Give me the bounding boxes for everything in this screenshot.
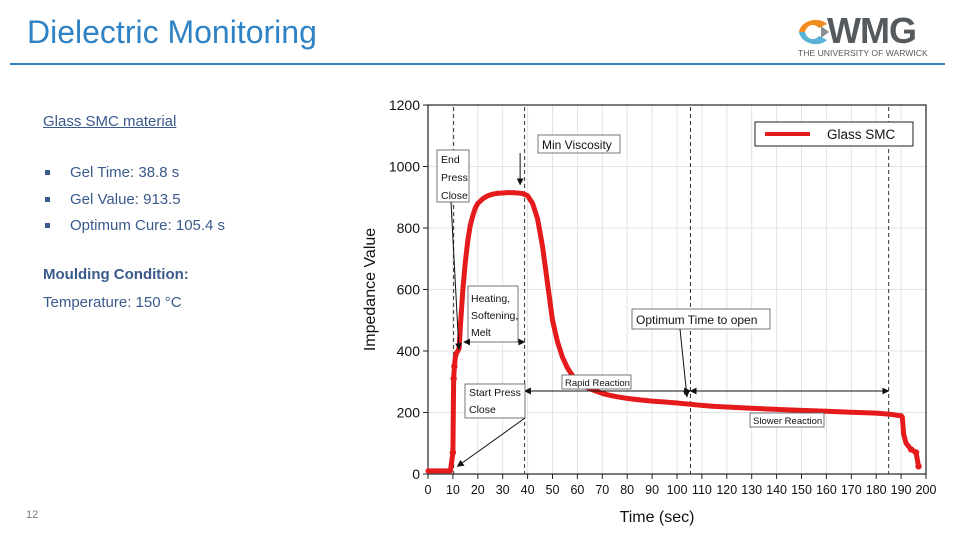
x-tick-label: 180 (866, 483, 887, 497)
annotation-heating-line: Heating, (471, 293, 510, 305)
annotation-start-press-line: Start Press (469, 387, 521, 399)
wmg-logo: WMG THE UNIVERSITY OF WARWICK (795, 10, 945, 64)
series-point (907, 446, 915, 453)
annotation-heating-line: Softening, (471, 310, 518, 322)
x-tick-label: 10 (446, 483, 460, 497)
bullet-gel-value: Gel Value: 913.5 (43, 191, 225, 218)
annotation-end-press-arrow (450, 201, 463, 351)
series-glass-smc (425, 190, 922, 474)
page-title: Dielectric Monitoring (27, 14, 317, 50)
material-subtitle: Glass SMC material (43, 113, 177, 130)
y-tick-label: 1000 (389, 159, 420, 175)
wmg-logo-mark-icon (799, 19, 829, 45)
y-tick-label: 1200 (389, 97, 420, 113)
annotation-min-viscosity: Min Viscosity (542, 138, 612, 152)
y-tick-label: 400 (397, 343, 421, 359)
logo-wordmark: WMG (827, 10, 917, 51)
annotation-end-press-box (436, 149, 470, 203)
impedance-chart: 0 10 20 30 40 50 60 70 80 90 100 110 120 130 140 150 160… (362, 97, 937, 526)
x-tick-label: 130 (741, 483, 762, 497)
x-tick-label: 140 (766, 483, 787, 497)
x-tick-label: 0 (425, 483, 432, 497)
bullet-optimum-cure: Optimum Cure: 105.4 s (43, 217, 225, 244)
logo-subtext: THE UNIVERSITY OF WARWICK (798, 48, 928, 58)
annotation-slower-box (749, 412, 825, 428)
annotation-end-press-line: End (441, 154, 460, 166)
annotation-optimum-box (631, 308, 771, 330)
series-point (450, 375, 457, 382)
annotation-min-viscosity-box (537, 134, 621, 154)
annotation-start-press-line: Close (469, 404, 496, 416)
annotation-optimum-arrow (679, 328, 690, 398)
x-tick-label: 20 (471, 483, 485, 497)
series-point (912, 449, 920, 456)
annotation-heating-line: Melt (471, 327, 491, 339)
x-tick-label: 160 (816, 483, 837, 497)
y-tick-label: 600 (397, 282, 421, 298)
annotation-end-press-line: Close (441, 190, 468, 202)
x-tick-label: 30 (496, 483, 510, 497)
x-tick-label: 70 (595, 483, 609, 497)
annotation-slower: Slower Reaction (753, 416, 822, 427)
y-tick-label: 200 (397, 405, 421, 421)
annotation-start-press-arrow (456, 417, 526, 467)
y-tick-label: 0 (412, 466, 420, 482)
annotation-optimum: Optimum Time to open (636, 313, 757, 327)
x-tick-label: 190 (891, 483, 912, 497)
x-tick-label: 170 (841, 483, 862, 497)
annotation-start-press-box (464, 383, 526, 419)
moulding-temperature: Temperature: 150 °C (43, 294, 182, 311)
annotation-heating-box (467, 285, 519, 343)
x-tick-label: 40 (521, 483, 535, 497)
moulding-heading: Moulding Condition: (43, 266, 189, 283)
title-divider (10, 63, 945, 65)
x-tick-label: 60 (570, 483, 584, 497)
legend-label: Glass SMC (827, 127, 896, 142)
x-tick-label: 100 (667, 483, 688, 497)
annotation-end-press-line: Press (441, 172, 468, 184)
annotation-rapid: Rapid Reaction (565, 378, 630, 389)
page-number: 12 (26, 509, 39, 521)
series-point (451, 363, 458, 370)
x-tick-label: 90 (645, 483, 659, 497)
x-tick-label: 200 (916, 483, 937, 497)
x-tick-label: 50 (546, 483, 560, 497)
x-tick-label: 150 (791, 483, 812, 497)
x-tick-label: 110 (692, 483, 712, 497)
series-point (449, 449, 457, 456)
bullet-gel-time: Gel Time: 38.8 s (43, 164, 225, 191)
y-tick-label: 800 (397, 220, 421, 236)
x-tick-label: 80 (620, 483, 634, 497)
series-point (915, 463, 922, 470)
y-axis-label: Impedance Value (362, 228, 379, 351)
x-axis-label: Time (sec) (620, 509, 695, 526)
results-list: Gel Time: 38.8 s Gel Value: 913.5 Optimu… (43, 164, 225, 244)
x-tick-label: 120 (716, 483, 737, 497)
